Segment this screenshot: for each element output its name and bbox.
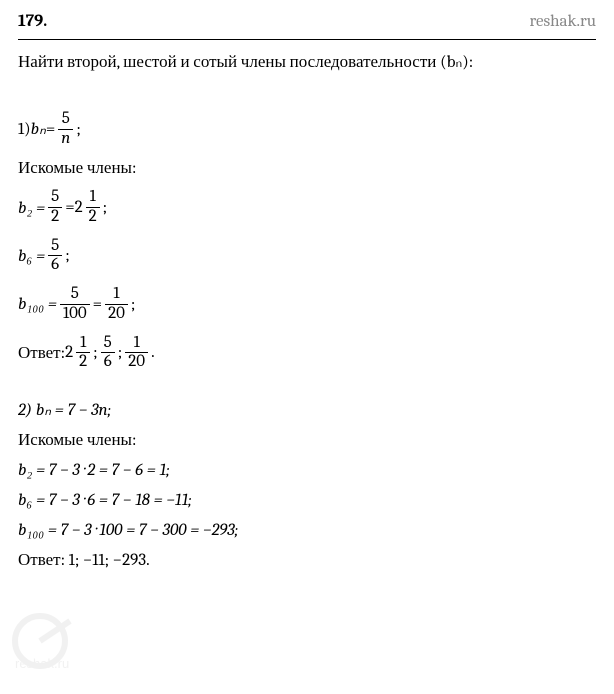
b100-result-frac: 1 20 — [105, 285, 128, 323]
frac-num: 5 — [68, 285, 82, 304]
part2-b6: b₆ = 7 − 3 · 6 = 7 − 18 = −11; — [18, 490, 596, 510]
part1-answer: Ответ: 2 1 2 ; 5 6 ; 1 20 . — [18, 334, 596, 372]
ans2: 5 6 — [101, 334, 115, 372]
frac-den: 20 — [105, 304, 128, 324]
frac-num: 5 — [48, 237, 62, 256]
problem-statement: Найти второй, шестой и сотый члены после… — [18, 52, 596, 72]
mixed-frac: 1 2 — [76, 334, 90, 372]
frac-num: 5 — [59, 110, 73, 129]
part2-b2: b₂ = 7 − 3 · 2 = 7 − 6 = 1; — [18, 460, 596, 480]
header-row: 179. reshak.ru — [18, 12, 596, 31]
frac-den: n — [58, 129, 73, 149]
frac-num: 1 — [110, 285, 122, 304]
b100-frac: 5 100 — [60, 285, 90, 323]
b2-eq: = — [65, 198, 74, 217]
frac-den: 100 — [60, 304, 90, 324]
part1-b2: b₂ = 5 2 = 2 1 2 ; — [18, 188, 596, 226]
frac-den: 6 — [48, 255, 62, 275]
frac-den: 2 — [76, 352, 90, 372]
semicolon: ; — [65, 246, 70, 265]
part2-answer: Ответ: 1; −11; −293. — [18, 550, 596, 570]
frac-num: 5 — [48, 188, 62, 207]
part2-b100: b₁₀₀ = 7 − 3 · 100 = 7 − 300 = −293; — [18, 520, 596, 540]
part1-b6: b₆ = 5 6 ; — [18, 237, 596, 275]
b6-frac: 5 6 — [48, 237, 62, 275]
semicolon: ; — [103, 198, 108, 217]
frac-num: 1 — [87, 188, 99, 207]
frac-den: 6 — [101, 352, 115, 372]
part1-heading: 1) bₙ = 5 n ; — [18, 110, 596, 148]
part1-var: bₙ — [31, 119, 46, 139]
part2-heading: 2) bₙ = 7 − 3n; — [18, 400, 596, 420]
watermark: reshak.ru — [10, 606, 100, 680]
part1-eq: = — [46, 120, 55, 139]
part1-formula-frac: 5 n — [58, 110, 73, 148]
semicolon: ; — [131, 295, 136, 314]
b100-eq: = — [93, 295, 102, 314]
watermark-text: reshak.ru — [15, 656, 69, 671]
ans1: 2 1 2 — [65, 334, 93, 372]
frac-den: 2 — [48, 207, 62, 227]
ans3: 1 20 — [125, 334, 148, 372]
b2-mixed: 2 1 2 — [75, 188, 103, 226]
part1-prefix: 1) — [18, 120, 31, 139]
frac-num: 1 — [77, 334, 89, 353]
part2-label: Искомые члены: — [18, 430, 596, 450]
b6-lhs: b₆ = — [18, 246, 45, 266]
frac-den: 2 — [86, 207, 100, 227]
part1-label: Искомые члены: — [18, 158, 596, 178]
sep: ; — [118, 343, 123, 362]
sep: ; — [93, 343, 98, 362]
frac-den: 20 — [125, 352, 148, 372]
period: . — [151, 343, 155, 362]
watermark-icon: reshak.ru — [10, 606, 100, 676]
frac-num: 5 — [101, 334, 115, 353]
problem-number: 179. — [18, 12, 47, 31]
mixed-whole: 2 — [65, 343, 73, 362]
answer-label: Ответ: — [18, 343, 65, 363]
mixed-whole: 2 — [75, 198, 83, 217]
site-brand: reshak.ru — [530, 12, 597, 31]
frac-num: 1 — [131, 334, 143, 353]
b2-frac: 5 2 — [48, 188, 62, 226]
semicolon: ; — [76, 120, 81, 139]
mixed-frac: 1 2 — [86, 188, 100, 226]
divider — [18, 39, 596, 40]
part1-b100: b₁₀₀ = 5 100 = 1 20 ; — [18, 285, 596, 323]
b100-lhs: b₁₀₀ = — [18, 294, 57, 314]
b2-lhs: b₂ = — [18, 198, 45, 218]
